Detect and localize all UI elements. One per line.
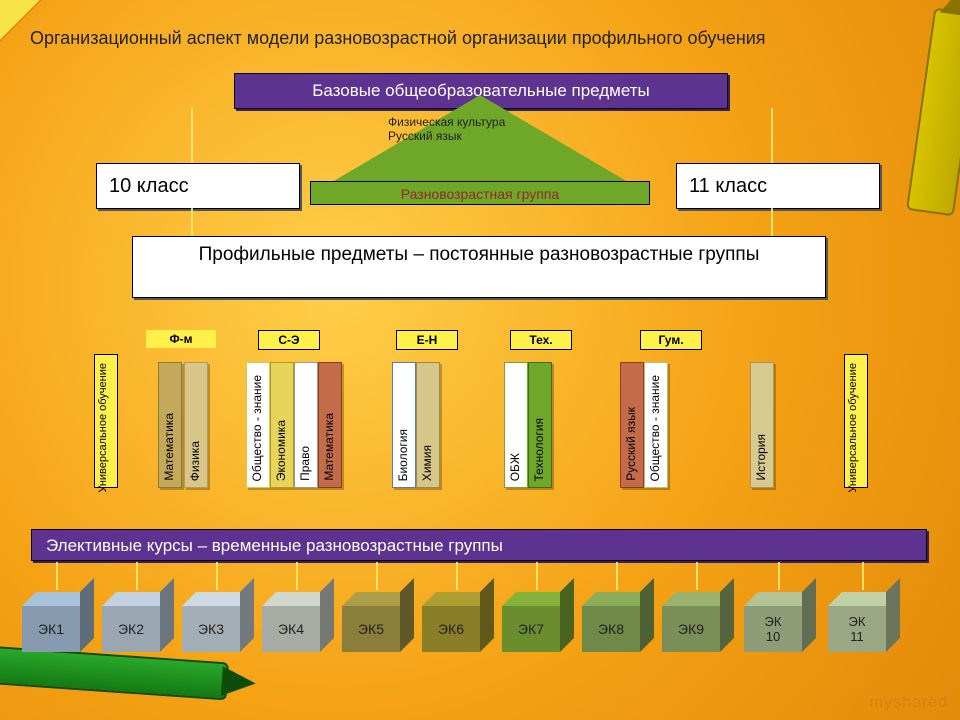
elective-cube: ЭК10 [744,592,802,652]
arrow [191,108,193,163]
elective-cube: ЭК1 [22,592,80,652]
watermark-text: myshared [870,694,948,712]
elective-cube: ЭК4 [262,592,320,652]
profile-label-gm: Гум. [640,330,702,350]
triangle-top-text: Физическая культура Русский язык [388,115,572,143]
elective-cube: ЭК11 [828,592,886,652]
arrow [56,562,58,590]
arrow [771,108,773,163]
subject-label: Математика [162,413,176,481]
profile-subjects-box: Профильные предметы – постоянные разново… [132,236,826,298]
subject-bar: Физика [184,362,208,488]
elective-cube-label: ЭК4 [262,606,320,652]
elective-cube-label: ЭК8 [582,606,640,652]
profile-label-ce: С-Э [258,330,320,350]
elective-cube-label: ЭК3 [182,606,240,652]
subject-bar: Общество - знание [644,362,668,488]
arrow [862,562,864,590]
universal-right-text: Универсальное обучение [847,363,859,493]
mixed-age-triangle: Физическая культура Русский язык Разново… [310,95,650,205]
profile-label-th: Тех. [510,330,572,350]
subject-label: История [754,434,768,481]
universal-left: Универсальное обучение [94,354,118,488]
elective-cube: ЭК5 [342,592,400,652]
class-10-box: 10 класс [96,163,300,209]
arrow [191,208,193,236]
class-11-box: 11 класс [676,163,880,209]
subject-label: Общество - знание [648,375,662,482]
subject-bar: Технология [528,362,552,488]
universal-left-text: Универсальное обучение [97,363,109,493]
elective-cube-label: ЭК9 [662,606,720,652]
arrow [296,562,298,590]
subject-label: Право [298,446,312,481]
subject-bar: Экономика [270,362,294,488]
arrow [696,562,698,590]
elective-cube: ЭК9 [662,592,720,652]
elective-cube: ЭК7 [502,592,560,652]
subject-bar: Право [294,362,318,488]
subject-label: Химия [420,445,434,481]
elective-cube: ЭК3 [182,592,240,652]
arrow [616,562,618,590]
elective-cube-label: ЭК10 [744,606,802,652]
subject-bar: Химия [416,362,440,488]
subject-bar: ОБЖ [504,362,528,488]
subject-label: Технология [532,418,546,482]
arrow [136,562,138,590]
elective-cube: ЭК6 [422,592,480,652]
subject-bar: Математика [158,362,182,488]
arrow [376,562,378,590]
elective-cube: ЭК2 [102,592,160,652]
elective-cube-label: ЭК1 [22,606,80,652]
subject-bar: Общество - знание [246,362,270,488]
profile-label-fm: Ф-м [146,330,216,348]
universal-right: Универсальное обучение [844,354,868,488]
profile-label-en: Е-Н [396,330,458,350]
subject-label: Русский язык [624,407,638,481]
arrow [778,562,780,590]
elective-cube-label: ЭК11 [828,606,886,652]
triangle-bottom-text: Разновозрастная группа [310,181,650,205]
subject-label: Экономика [274,420,288,481]
subject-label: Физика [188,441,202,481]
arrow [771,208,773,236]
subject-bar: Математика [318,362,342,488]
subject-label: Биология [396,429,410,481]
subject-bar: История [750,362,774,488]
elective-cube-label: ЭК2 [102,606,160,652]
arrow [536,562,538,590]
arrow [216,562,218,590]
arrow [456,562,458,590]
subject-label: Общество - знание [250,375,264,482]
elective-cube-label: ЭК7 [502,606,560,652]
slide-title: Организационный аспект модели разновозра… [30,28,766,49]
subject-bar: Биология [392,362,416,488]
elective-cube-label: ЭК6 [422,606,480,652]
elective-courses-box: Элективные курсы – временные разновозрас… [31,529,927,561]
subject-bar: Русский язык [620,362,644,488]
elective-cube-label: ЭК5 [342,606,400,652]
subject-label: Математика [322,413,336,481]
elective-cube: ЭК8 [582,592,640,652]
subject-label: ОБЖ [508,453,522,481]
